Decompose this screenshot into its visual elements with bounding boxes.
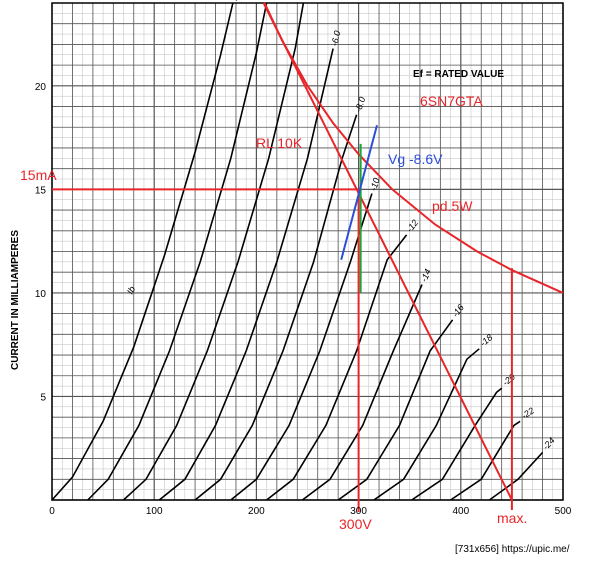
y-axis-label: CURRENT IN MILLIAMPERES — [10, 230, 21, 370]
y-tick-label: 15 — [35, 185, 47, 196]
x-tick-label: 200 — [248, 506, 265, 517]
ib-label: Ib — [125, 285, 137, 296]
x-tick-label: 0 — [49, 506, 55, 517]
plate-curve — [51, 2, 234, 501]
plate-curve-label: -10 — [368, 177, 381, 192]
x-tick-label: 400 — [452, 506, 469, 517]
plate-curve — [450, 420, 521, 501]
x-tick-label: 300 — [350, 506, 367, 517]
plate-curve — [158, 48, 334, 501]
max-voltage-label: max. — [497, 510, 527, 526]
y-tick-label: 10 — [35, 289, 47, 300]
watermark: [731x656] https://upic.me/ — [455, 544, 570, 555]
x-tick-label: 500 — [555, 506, 572, 517]
plate-curve-label: -8.0 — [353, 96, 367, 114]
plate-curve — [87, 2, 268, 501]
plate-curve — [122, 2, 305, 501]
plate-curve — [337, 319, 454, 501]
bias-label: Vg -8.6V — [388, 151, 443, 167]
condition-label: Ef = RATED VALUE — [413, 69, 504, 80]
power-curve-label: pd.5W — [432, 198, 473, 214]
plate-curve-label: -4.0 — [300, 0, 313, 1]
plate-curve-label: -6.0 — [329, 30, 342, 47]
y-tick-label: 20 — [35, 82, 47, 93]
annotation-overlay — [52, 2, 564, 512]
plate-curve-label: -2.0 — [263, 0, 276, 1]
power-dissipation-curve — [263, 2, 564, 294]
plate-curve — [301, 284, 423, 501]
plate-curve — [373, 348, 480, 501]
y-tick-label: 5 — [40, 392, 46, 403]
load-line-label: RL 10K — [256, 135, 303, 151]
axis-labels: 0 100 200 300 400 500 5 10 15 20 — [35, 82, 572, 517]
plate-curve — [488, 451, 544, 501]
operating-voltage-label: 300V — [339, 516, 372, 532]
bias-line — [340, 124, 378, 261]
operating-current-label: 15mA — [20, 167, 57, 183]
x-tick-label: 100 — [146, 506, 163, 517]
plot-border — [51, 2, 564, 501]
load-line — [262, 2, 513, 501]
plate-curve — [230, 193, 373, 501]
chart-title: 6SN7GTA — [420, 93, 483, 109]
plate-curve-label: -14 — [419, 268, 433, 284]
